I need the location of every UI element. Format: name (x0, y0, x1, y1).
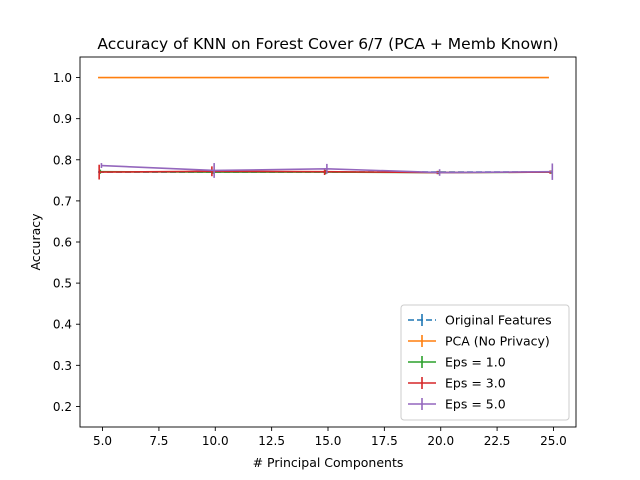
y-tick-label-2: 0.4 (53, 318, 72, 332)
x-tick-label-7: 22.5 (484, 434, 511, 448)
y-tick-label-1: 0.3 (53, 359, 72, 373)
y-tick-label-6: 0.8 (53, 153, 72, 167)
x-tick-label-1: 7.5 (149, 434, 168, 448)
x-axis-label: # Principal Components (253, 455, 404, 470)
x-tick-label-6: 20.0 (427, 434, 454, 448)
legend: Original Features PCA (No Privacy) Eps = 1… (400, 304, 570, 421)
legend-label-2: Eps = 1.0 (445, 355, 506, 370)
y-axis-label: Accuracy (28, 213, 43, 271)
legend-label-1: PCA (No Privacy) (445, 334, 550, 349)
y-tick-label-3: 0.5 (53, 277, 72, 291)
y-tick-label-7: 0.9 (53, 112, 72, 126)
x-tick-label-2: 10.0 (202, 434, 229, 448)
legend-label-4: Eps = 5.0 (445, 397, 506, 412)
y-tick-label-5: 0.7 (53, 194, 72, 208)
y-tick-label-8: 1.0 (53, 71, 72, 85)
y-tick-label-4: 0.6 (53, 236, 72, 250)
chart-title: Accuracy of KNN on Forest Cover 6/7 (PCA… (97, 35, 558, 53)
x-tick-label-8: 25.0 (540, 434, 567, 448)
legend-label-3: Eps = 3.0 (445, 376, 506, 391)
x-tick-label-3: 12.5 (258, 434, 285, 448)
legend-box (400, 304, 570, 421)
x-tick-label-4: 15.0 (315, 434, 342, 448)
x-tick-label-5: 17.5 (371, 434, 398, 448)
y-tick-label-0: 0.2 (53, 400, 72, 414)
plot-area: 5.0 7.5 10.0 12.5 15.0 17.5 20.0 22.5 25.0 0.2 0.3… (53, 56, 577, 448)
x-tick-label-0: 5.0 (93, 434, 112, 448)
legend-label-0: Original Features (445, 313, 552, 328)
